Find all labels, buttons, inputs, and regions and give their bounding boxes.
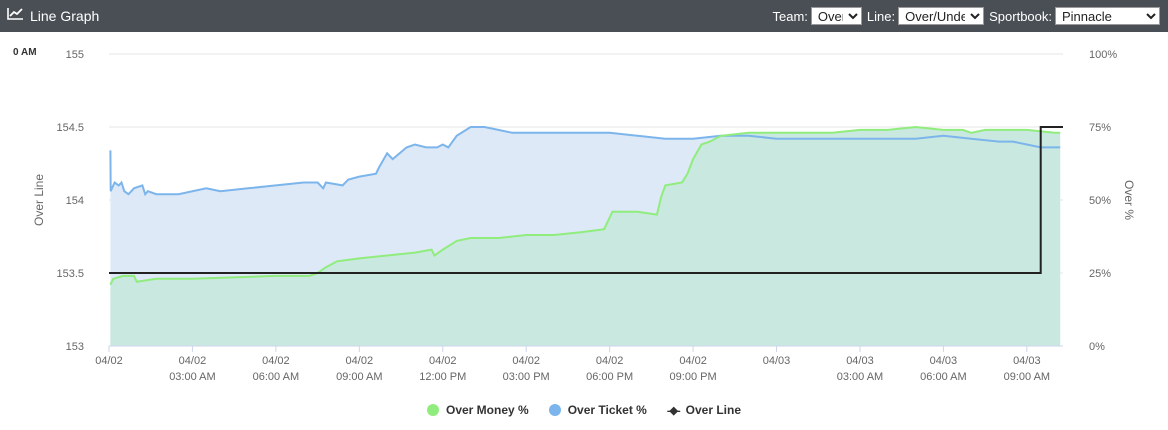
chart-header: Line Graph Team: Over Line: Over/Under S… (0, 0, 1168, 32)
x-tick-date: 04/02 (95, 355, 123, 367)
chart-legend: Over Money % Over Ticket % -◆- Over Line (0, 403, 1168, 417)
x-tick-date: 04/02 (346, 355, 374, 367)
x-tick-time: 09:00 AM (1004, 371, 1050, 383)
corner-clipped-label: 0 AM (13, 47, 37, 58)
line-chart-icon (7, 7, 24, 25)
x-tick-date: 04/02 (429, 355, 457, 367)
over-line-step (109, 126, 1063, 274)
x-tick-date: 04/03 (763, 355, 791, 367)
title-wrap: Line Graph (7, 0, 99, 32)
x-tick-date: 04/03 (1013, 355, 1041, 367)
x-tick-time: 12:00 PM (419, 371, 466, 383)
x-tick-date: 04/02 (679, 355, 707, 367)
legend-over-ticket[interactable]: Over Ticket % (548, 403, 647, 417)
line-select[interactable]: Over/Under (898, 7, 985, 25)
team-select[interactable]: Over (810, 7, 862, 25)
team-label: Team: (772, 8, 808, 24)
over-money-area (110, 127, 1061, 346)
x-tick-date: 04/02 (262, 355, 290, 367)
over-money-line (109, 125, 1061, 286)
x-tick-date: 04/03 (846, 355, 874, 367)
legend-over-line[interactable]: -◆- Over Line (667, 403, 741, 417)
left-tick-label: 154.5 (56, 122, 84, 134)
x-tick-date: 04/02 (596, 355, 624, 367)
legend-over-ticket-label: Over Ticket % (567, 403, 647, 417)
right-tick-label: 25% (1089, 268, 1111, 280)
right-tick-label: 75% (1089, 122, 1111, 134)
legend-over-line-label: Over Line (685, 403, 741, 417)
legend-over-money-label: Over Money % (445, 403, 529, 417)
x-tick-time: 09:00 PM (670, 371, 717, 383)
left-tick-label: 153.5 (56, 268, 84, 280)
chart-controls: Team: Over Line: Over/Under Sportbook: P… (768, 0, 1168, 32)
over-ticket-line (109, 126, 1061, 197)
legend-over-ticket-dot (548, 404, 561, 416)
line-label: Line: (866, 8, 896, 24)
x-tick-time: 03:00 PM (503, 371, 550, 383)
left-tick-label: 154 (66, 195, 84, 207)
x-tick-time: 06:00 AM (253, 371, 299, 383)
legend-over-money-dot (426, 404, 439, 416)
chart-title: Line Graph (30, 8, 100, 24)
x-tick-time: 06:00 PM (586, 371, 633, 383)
sportbook-select[interactable]: Pinnacle (1055, 7, 1160, 25)
right-tick-label: 100% (1089, 49, 1117, 61)
x-tick-date: 04/02 (179, 355, 207, 367)
x-tick-date: 04/03 (930, 355, 958, 367)
x-tick-time: 03:00 AM (169, 371, 215, 383)
x-tick-time: 09:00 AM (336, 371, 382, 383)
x-tick-date: 04/02 (512, 355, 540, 367)
legend-over-money[interactable]: Over Money % (426, 403, 529, 417)
left-tick-label: 155 (66, 49, 84, 61)
right-axis-title: Over % (1122, 180, 1136, 220)
left-tick-label: 153 (66, 341, 84, 353)
x-tick-time: 06:00 AM (920, 371, 966, 383)
left-axis-title: Over Line (32, 174, 46, 226)
line-graph-chart: 153 153.5 154 154.5 155 0% 25% 50% 75% 100% Over L… (32, 49, 1136, 383)
legend-over-line-symbol: -◆- (666, 404, 681, 417)
right-tick-label: 0% (1089, 341, 1105, 353)
right-tick-label: 50% (1089, 195, 1111, 207)
sportbook-label: Sportbook: (989, 8, 1052, 24)
x-tick-time: 03:00 AM (837, 371, 883, 383)
